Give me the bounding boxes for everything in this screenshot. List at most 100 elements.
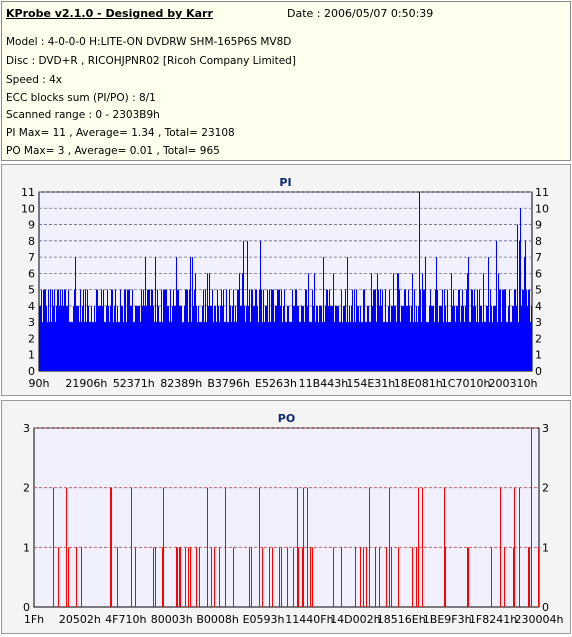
y-tick-label-right: 4 [535, 300, 542, 313]
bar [323, 257, 324, 371]
bar [358, 305, 359, 371]
bar [333, 547, 334, 607]
bar [516, 305, 517, 371]
bar [359, 322, 360, 371]
bar [84, 322, 85, 371]
bar [119, 322, 120, 371]
bar [434, 322, 435, 371]
bar [302, 305, 303, 371]
bar [165, 289, 166, 371]
bar [524, 257, 525, 371]
bar [330, 305, 331, 371]
bar [420, 289, 421, 371]
bar [379, 547, 380, 607]
bar [193, 305, 194, 371]
bar [198, 305, 199, 371]
bar [207, 273, 208, 371]
bar [166, 289, 167, 371]
bar [447, 289, 448, 371]
bar [366, 322, 367, 371]
x-tick-label: 154E31h [346, 377, 395, 390]
bar [497, 322, 498, 371]
bar [101, 289, 102, 371]
bar [307, 487, 308, 607]
bar [177, 289, 178, 371]
bar [182, 322, 183, 371]
bar [423, 289, 424, 371]
bar [163, 487, 164, 607]
bar [465, 305, 466, 371]
bar [528, 289, 529, 371]
bar [200, 322, 201, 371]
bar [56, 305, 57, 371]
bar [271, 289, 272, 371]
bar [176, 547, 177, 607]
bar [183, 322, 184, 371]
bar [249, 289, 250, 371]
y-tick-label: 5 [28, 284, 35, 297]
bar [463, 305, 464, 371]
bar [316, 305, 317, 371]
bar [357, 305, 358, 371]
bar [246, 305, 247, 371]
bar [105, 322, 106, 371]
y-tick-label: 11 [21, 186, 35, 199]
bar [324, 322, 325, 371]
bar [58, 289, 59, 371]
bar [124, 289, 125, 371]
bar [76, 305, 77, 371]
bar [236, 322, 237, 371]
bar [50, 289, 51, 371]
bar [452, 305, 453, 371]
bar [73, 305, 74, 371]
bar [448, 322, 449, 371]
bar [117, 305, 118, 371]
bar [328, 305, 329, 371]
bar [161, 289, 162, 371]
bar [233, 289, 234, 371]
bar [160, 322, 161, 371]
bar [215, 305, 216, 371]
bar [151, 289, 152, 371]
bar [68, 289, 69, 371]
bar [97, 289, 98, 371]
bar [234, 322, 235, 371]
bar [520, 208, 521, 371]
x-tick-label: 1BE9F3h [423, 613, 472, 626]
bar [222, 305, 223, 371]
bar [398, 273, 399, 371]
y-tick-label-right: 0 [542, 601, 549, 614]
bar [308, 273, 309, 371]
bar [287, 305, 288, 371]
bar [478, 322, 479, 371]
bar [416, 305, 417, 371]
bar [529, 547, 530, 607]
bar [187, 289, 188, 371]
bar [155, 547, 156, 607]
bar [52, 289, 53, 371]
y-tick-label-right: 2 [535, 332, 542, 345]
bar [254, 305, 255, 371]
bar [61, 305, 62, 371]
bar [148, 289, 149, 371]
bar [415, 322, 416, 371]
bar [491, 547, 492, 607]
bar [149, 289, 150, 371]
bar [279, 289, 280, 371]
bar [212, 289, 213, 371]
x-tick-label: E0593h [243, 613, 285, 626]
bar [169, 322, 170, 371]
bar [237, 289, 238, 371]
bar [351, 305, 352, 371]
bar [135, 547, 136, 607]
bar [499, 289, 500, 371]
bar [120, 289, 121, 371]
bar [108, 305, 109, 371]
bar [44, 289, 45, 371]
y-tick-label-right: 2 [542, 482, 549, 495]
bar [460, 322, 461, 371]
bar [78, 305, 79, 371]
bar [386, 322, 387, 371]
bar [370, 322, 371, 371]
bar [199, 322, 200, 371]
